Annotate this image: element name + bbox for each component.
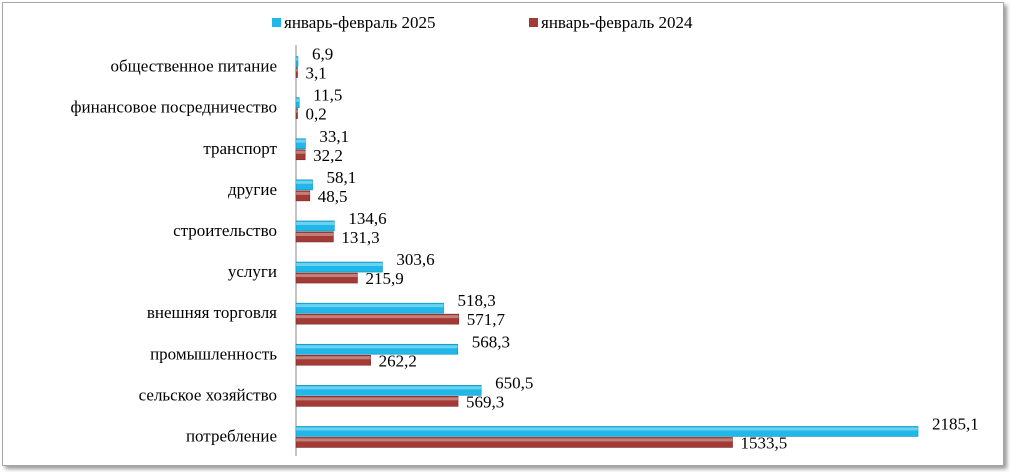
data-label-2025: 33,1 bbox=[319, 127, 349, 146]
category-label: потребление bbox=[186, 426, 277, 445]
category-label: строительство bbox=[173, 221, 277, 240]
category-label: сельское хозяйство bbox=[139, 385, 277, 404]
bar-2025 bbox=[295, 343, 459, 355]
bar-highlight bbox=[296, 232, 334, 236]
bar-2024 bbox=[295, 67, 298, 78]
bar-2024 bbox=[295, 313, 460, 325]
bar-2025 bbox=[295, 56, 299, 67]
bar-highlight bbox=[296, 57, 298, 61]
bar-highlight bbox=[296, 386, 482, 390]
data-label-2024: 32,2 bbox=[313, 146, 343, 165]
bar-2025 bbox=[295, 426, 919, 437]
data-label-2024: 262,2 bbox=[379, 351, 417, 370]
bar-highlight bbox=[296, 191, 310, 195]
bar-highlight bbox=[296, 221, 335, 225]
data-label-2024: 569,3 bbox=[466, 392, 504, 411]
category-label: финансовое посредничество bbox=[71, 98, 277, 117]
data-label-2025: 568,3 bbox=[472, 332, 510, 351]
bar-highlight bbox=[296, 397, 459, 401]
bar-2024 bbox=[295, 190, 311, 202]
bar-highlight bbox=[296, 315, 459, 319]
data-label-2025: 518,3 bbox=[458, 291, 496, 310]
data-label-2024: 48,5 bbox=[318, 187, 348, 206]
data-label-2025: 134,6 bbox=[348, 209, 386, 228]
bar-2025 bbox=[295, 138, 306, 150]
bar-highlight bbox=[296, 68, 298, 72]
bar-2024 bbox=[295, 108, 298, 119]
bar-2025 bbox=[295, 302, 444, 314]
data-label-2024: 0,2 bbox=[306, 105, 327, 124]
bar-highlight bbox=[296, 274, 358, 278]
bar-2025 bbox=[295, 97, 300, 108]
data-label-2024: 571,7 bbox=[467, 310, 506, 329]
bar-2025 bbox=[295, 179, 313, 191]
bar-highlight bbox=[296, 109, 298, 113]
legend-swatch-2025 bbox=[272, 18, 281, 27]
data-label-2024: 1533,5 bbox=[741, 433, 788, 452]
bar-highlight bbox=[296, 98, 300, 102]
bar-highlight bbox=[296, 263, 383, 267]
chart-frame bbox=[2, 2, 1004, 466]
bar-2024 bbox=[295, 231, 334, 243]
legend-label-2024: январь-февраль 2024 bbox=[541, 13, 693, 32]
data-label-2025: 11,5 bbox=[313, 86, 342, 105]
category-label: другие bbox=[228, 180, 277, 199]
data-label-2024: 215,9 bbox=[365, 269, 403, 288]
bar-highlight bbox=[296, 139, 306, 143]
bar-2024 bbox=[295, 396, 459, 407]
bar-2025 bbox=[295, 220, 335, 232]
data-label-2025: 58,1 bbox=[327, 168, 357, 187]
bar-highlight bbox=[296, 150, 306, 154]
legend-label-2025: январь-февраль 2025 bbox=[284, 13, 435, 32]
data-label-2025: 303,6 bbox=[396, 250, 434, 269]
bar-2024 bbox=[295, 354, 371, 366]
bar-2024 bbox=[295, 149, 306, 161]
data-label-2025: 2185,1 bbox=[932, 414, 979, 433]
legend-swatch-2024 bbox=[529, 18, 538, 27]
legend: январь-февраль 2025 январь-февраль 2024 bbox=[272, 13, 693, 32]
bar-highlight bbox=[296, 438, 733, 442]
bar-highlight bbox=[296, 345, 458, 349]
data-label-2024: 131,3 bbox=[341, 228, 379, 247]
category-label: общественное питание bbox=[111, 57, 277, 76]
bar-2025 bbox=[295, 261, 383, 273]
category-label: услуги bbox=[228, 262, 277, 281]
bar-2024 bbox=[295, 272, 358, 284]
data-label-2024: 3,1 bbox=[306, 64, 327, 83]
data-label-2025: 6,9 bbox=[312, 45, 333, 64]
bar-highlight bbox=[296, 180, 313, 184]
category-label: промышленность bbox=[150, 344, 277, 363]
data-label-2025: 650,5 bbox=[495, 373, 533, 392]
category-label: транспорт bbox=[203, 139, 277, 158]
bar-highlight bbox=[296, 304, 444, 308]
bar-highlight bbox=[296, 427, 918, 431]
bar-2024 bbox=[295, 437, 733, 448]
bar-2025 bbox=[295, 385, 482, 396]
bar-highlight bbox=[296, 356, 371, 360]
category-label: внешняя торговля bbox=[147, 303, 277, 322]
